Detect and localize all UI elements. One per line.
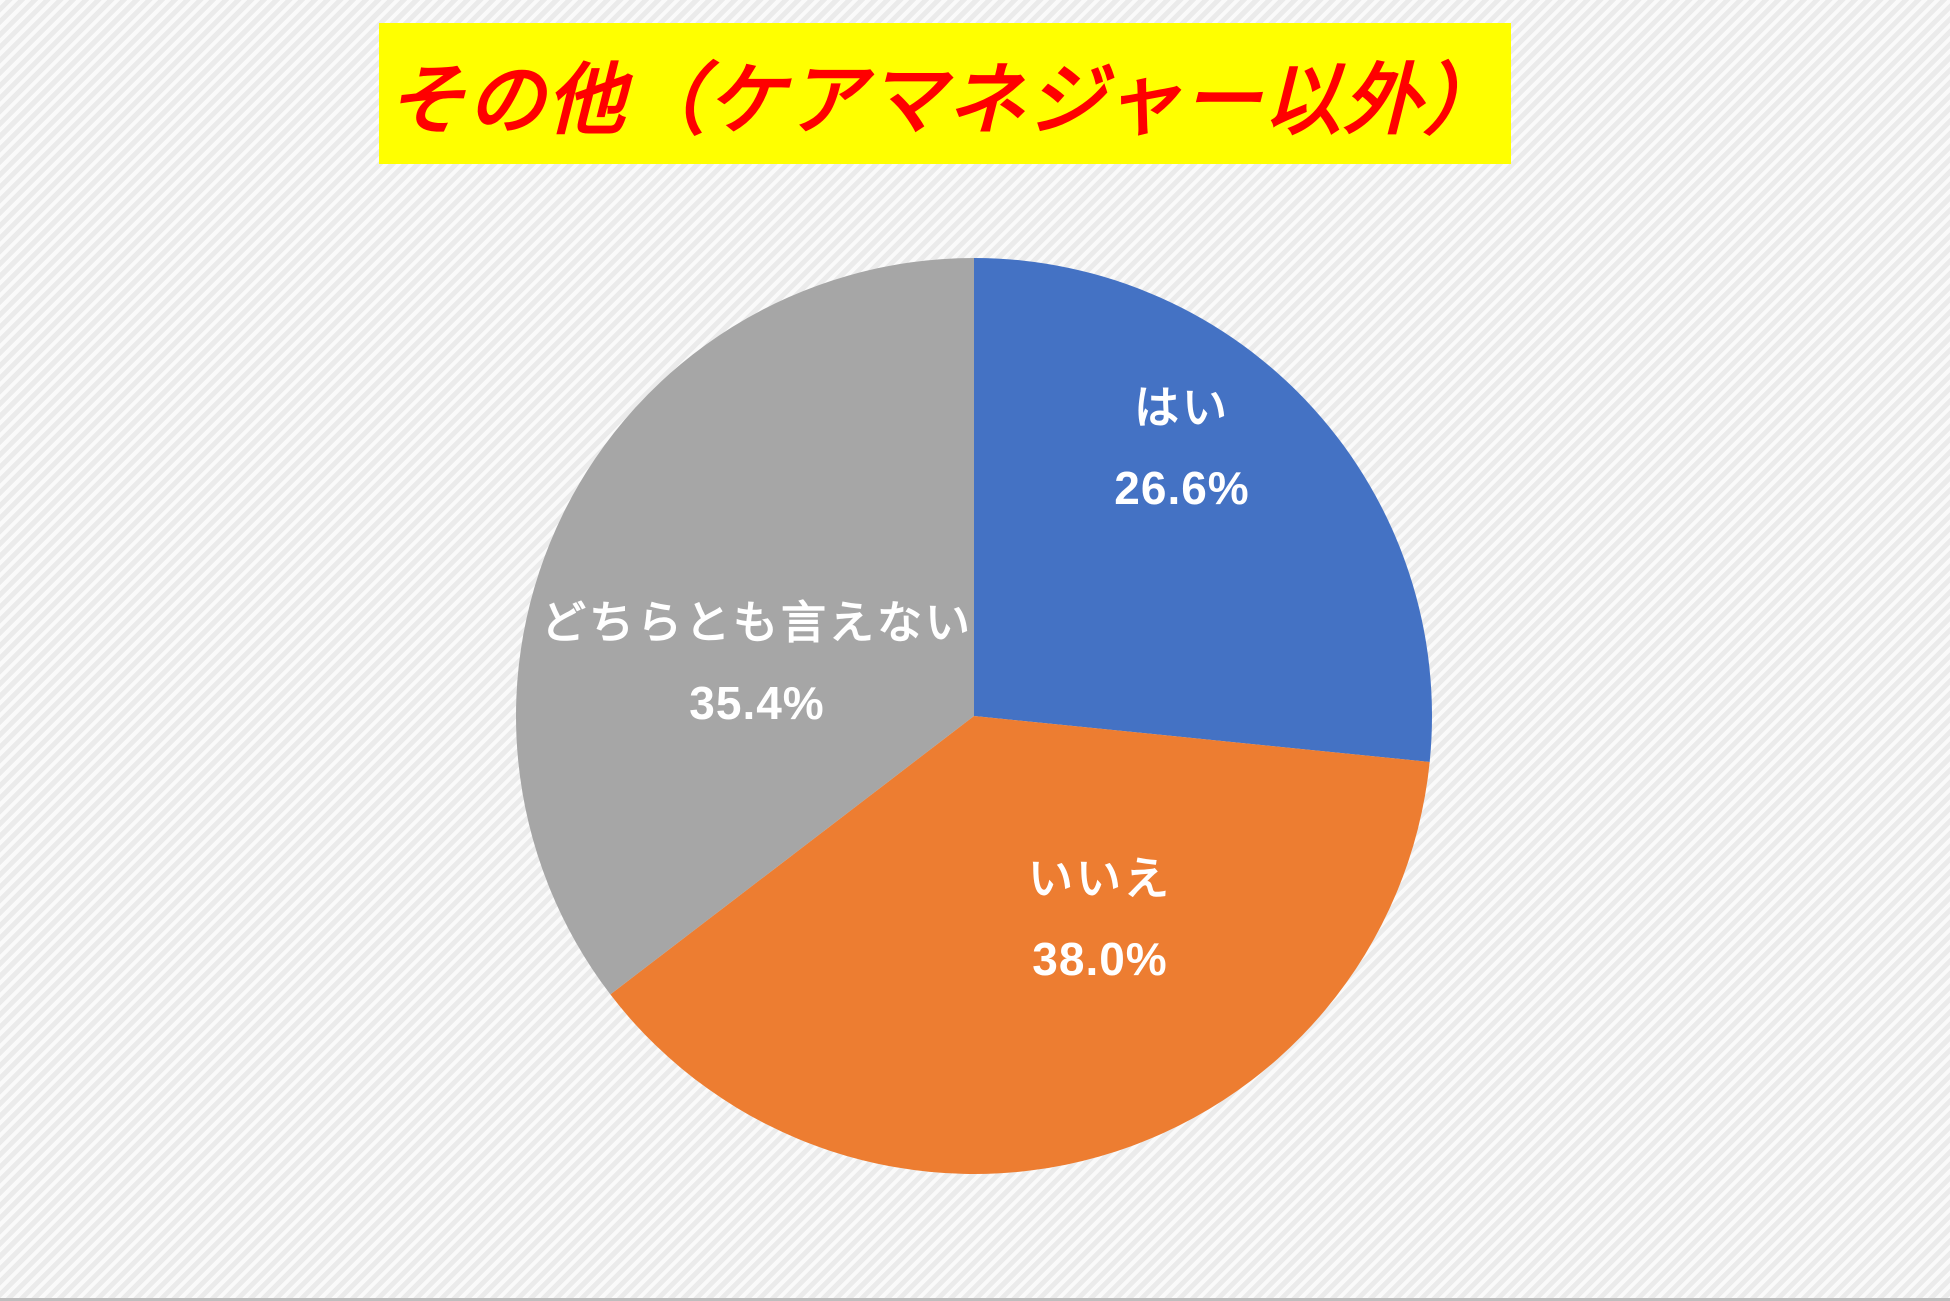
slice-label-yes-percent: 26.6%	[1114, 462, 1250, 514]
slice-label-neither-name: どちらとも言えない	[540, 597, 974, 648]
pie-slice-1	[610, 716, 1430, 1175]
slice-label-no-name: いいえ	[1027, 853, 1173, 904]
pie-slice-2	[515, 257, 974, 995]
slice-label-no: いいえ 38.0%	[1028, 839, 1172, 999]
slice-label-neither-percent: 35.4%	[689, 677, 825, 729]
slice-label-yes: はい 26.6%	[1114, 368, 1249, 528]
pie-slice-0	[974, 258, 1433, 762]
slice-label-yes-name: はい	[1133, 382, 1230, 433]
slice-label-neither: どちらとも言えない 35.4%	[541, 583, 973, 743]
chart-title: その他（ケアマネジャー以外）	[386, 55, 1504, 144]
window-bottom-edge	[0, 1298, 1950, 1301]
slice-label-no-percent: 38.0%	[1032, 933, 1168, 985]
chart-title-highlight: その他（ケアマネジャー以外）	[379, 23, 1511, 164]
